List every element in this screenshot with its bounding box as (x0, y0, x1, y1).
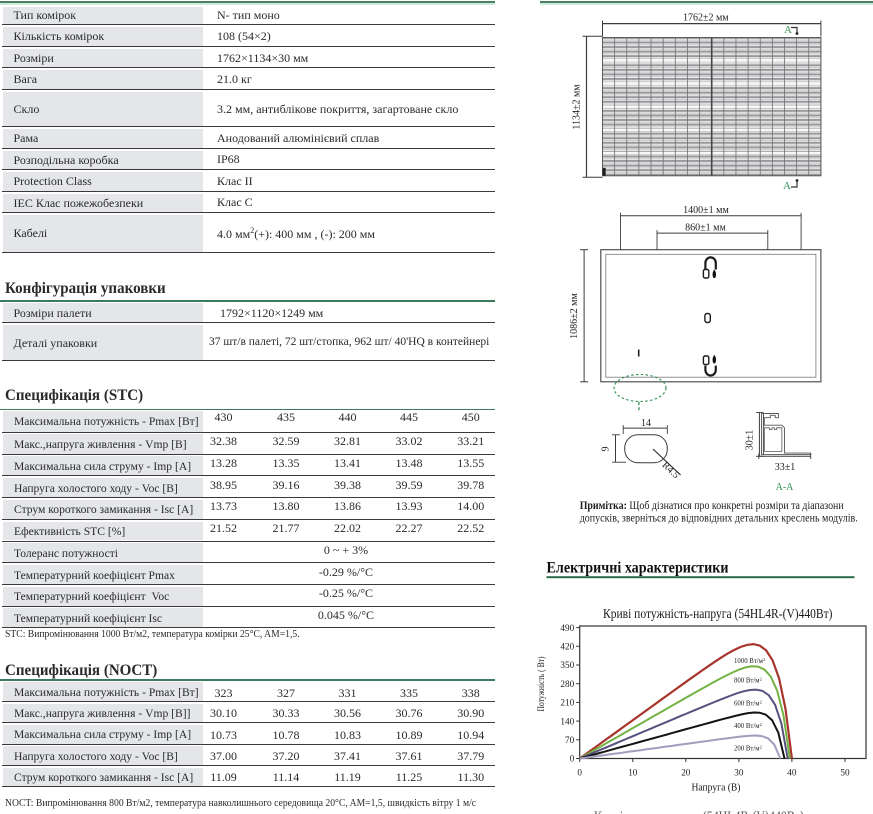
svg-text:860±1 мм: 860±1 мм (685, 223, 726, 234)
svg-text:33±1: 33±1 (775, 462, 796, 473)
svg-text:70: 70 (565, 735, 575, 745)
svg-text:0: 0 (570, 754, 575, 764)
svg-text:40: 40 (787, 768, 797, 778)
svg-text:420: 420 (560, 642, 574, 652)
svg-text:Напруга (В): Напруга (В) (692, 783, 741, 794)
svg-text:280: 280 (560, 679, 574, 689)
svg-text:50: 50 (840, 768, 850, 778)
svg-text:Криві потужність-напруга (54HL: Криві потужність-напруга (54HL4R-(V)440В… (603, 607, 833, 622)
svg-text:600 Вт/м2: 600 Вт/м2 (734, 700, 762, 708)
svg-text:210: 210 (560, 698, 574, 708)
svg-text:Примітка: Щоб дізнатися про ко: Примітка: Щоб дізнатися про конкретні ро… (580, 498, 844, 512)
svg-text:20: 20 (681, 768, 691, 778)
svg-text:14: 14 (641, 418, 651, 429)
svg-text:1762±2 мм: 1762±2 мм (683, 13, 729, 24)
svg-text:1134±2 мм: 1134±2 мм (572, 84, 583, 130)
svg-text:A: A (783, 180, 791, 192)
svg-text:A-A: A-A (776, 482, 795, 493)
svg-text:R4.5: R4.5 (660, 460, 682, 481)
svg-text:A: A (784, 24, 792, 36)
svg-text:9: 9 (601, 447, 612, 452)
svg-text:490: 490 (560, 623, 574, 633)
svg-text:допусків, зверніться до відпов: допусків, зверніться до відповідних дета… (580, 511, 858, 525)
svg-text:30±1: 30±1 (745, 430, 756, 451)
svg-text:Потужність ( Вт): Потужність ( Вт) (536, 657, 546, 712)
svg-text:800 Вт/м2: 800 Вт/м2 (734, 677, 762, 685)
svg-text:1000 Вт/м2: 1000 Вт/м2 (734, 657, 765, 665)
svg-text:400 Вт/м2: 400 Вт/м2 (734, 722, 762, 730)
svg-text:Електричні характеристики: Електричні характеристики (547, 560, 729, 577)
svg-text:10: 10 (628, 768, 638, 778)
svg-text:350: 350 (560, 660, 574, 670)
svg-text:140: 140 (560, 716, 574, 726)
svg-text:0: 0 (577, 768, 582, 778)
svg-text:1086±2 мм: 1086±2 мм (569, 293, 580, 339)
svg-text:200 Вт/м2: 200 Вт/м2 (734, 745, 762, 753)
svg-text:Криві струм-напруга (54HL4R-(V: Криві струм-напруга (54HL4R-(V)440Вт) (594, 810, 804, 814)
svg-text:1400±1 мм: 1400±1 мм (683, 205, 729, 216)
svg-text:30: 30 (734, 768, 744, 778)
